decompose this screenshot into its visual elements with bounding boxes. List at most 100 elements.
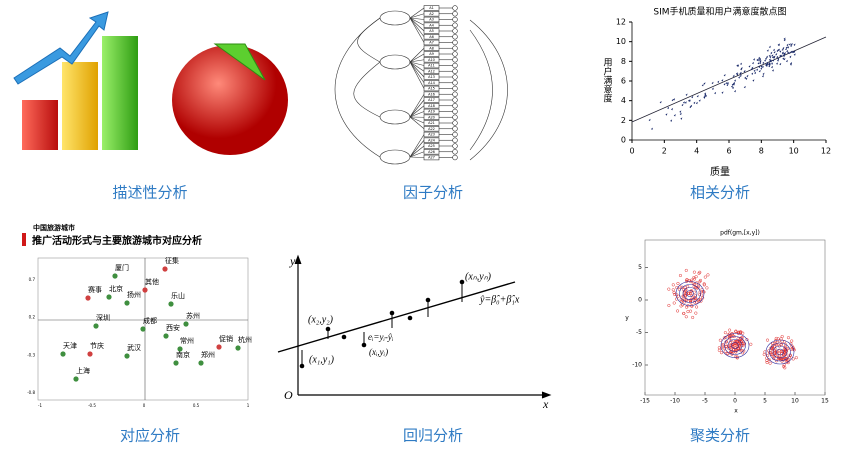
point (124, 300, 130, 306)
x-tick-label: 10 (789, 147, 799, 156)
item-label: A22 (428, 127, 435, 131)
error-node (452, 51, 458, 57)
point (183, 321, 189, 327)
caption: 描述性分析 (112, 184, 187, 202)
caption: 对应分析 (120, 427, 180, 445)
sample (790, 339, 794, 343)
x-tick-label: 4 (694, 147, 699, 156)
sample (737, 338, 741, 342)
dot (782, 54, 785, 57)
sample (728, 328, 732, 332)
sample (741, 331, 745, 335)
dot (789, 55, 792, 58)
contour (731, 342, 739, 349)
link (409, 61, 425, 66)
dot (665, 113, 668, 116)
error-node (452, 120, 458, 126)
dot (731, 86, 734, 89)
dot (779, 54, 782, 57)
sample (765, 358, 769, 363)
item-label: A24 (428, 138, 436, 142)
x-tick-label: 0 (629, 147, 634, 156)
sample (729, 339, 733, 343)
dot (691, 95, 694, 99)
link (409, 116, 425, 129)
dot (779, 50, 782, 53)
dot (687, 99, 690, 102)
x-tick-label: -5 (702, 398, 708, 405)
dot (756, 58, 759, 62)
link (409, 17, 425, 37)
item-label: A16 (428, 92, 435, 96)
sample (725, 352, 729, 356)
link (409, 111, 425, 118)
point-label: 其他 (145, 277, 159, 286)
annotation: ŷ=β̂₀+β̂₁x (479, 294, 520, 305)
dot (779, 62, 782, 66)
point-label: 成都 (143, 316, 157, 325)
scatter-title: SIM手机质量和用户满意度散点图 (653, 6, 786, 18)
link (409, 13, 425, 19)
item-label: A5 (429, 29, 434, 33)
sample (692, 282, 696, 286)
sample (698, 270, 702, 274)
sample (675, 293, 679, 297)
sample (687, 279, 691, 283)
point-label: 西安 (166, 323, 180, 332)
dot (771, 56, 774, 59)
dot (673, 98, 676, 101)
link (409, 17, 425, 26)
sample (738, 347, 742, 351)
link (409, 59, 425, 63)
dot (788, 51, 791, 55)
dot (776, 59, 779, 62)
dot (775, 53, 778, 56)
x-tick-label: 8 (759, 147, 764, 156)
dot (782, 46, 785, 50)
item-label: A13 (428, 75, 435, 79)
contour (675, 281, 705, 306)
dot (758, 57, 761, 61)
sample (671, 288, 675, 292)
dot (752, 79, 755, 82)
dot (762, 72, 765, 76)
dot (679, 110, 682, 113)
dot (723, 82, 726, 86)
dot (680, 117, 683, 120)
y-tick-label: 5 (638, 264, 642, 271)
error-node (452, 80, 458, 86)
sample (734, 330, 738, 334)
dot (769, 55, 772, 59)
point-label: 北京 (109, 284, 123, 293)
dot (756, 68, 759, 71)
annotation: (x₂,y₂) (308, 314, 334, 325)
link (409, 116, 425, 124)
sample (765, 360, 769, 365)
sample (733, 340, 737, 344)
dot (701, 83, 704, 87)
dot (738, 76, 741, 79)
dot (732, 74, 735, 78)
point (173, 360, 179, 366)
dot (766, 62, 769, 66)
sample (768, 351, 772, 355)
dot (771, 69, 774, 72)
dot (772, 48, 775, 52)
point (140, 326, 146, 332)
sample (692, 270, 696, 274)
contour (679, 284, 701, 303)
point (93, 323, 99, 329)
sample (777, 349, 781, 353)
contour (772, 345, 788, 359)
contour (727, 339, 743, 352)
sample (779, 357, 783, 361)
link (409, 53, 425, 63)
link (409, 61, 425, 89)
annotation: eᵢ=yᵢ-ŷᵢ (368, 332, 394, 342)
y-tick-label: 0.7 (29, 277, 36, 282)
sample (678, 273, 682, 278)
sample (672, 301, 676, 305)
dot (731, 83, 734, 86)
x-axis-label: x (542, 397, 549, 411)
